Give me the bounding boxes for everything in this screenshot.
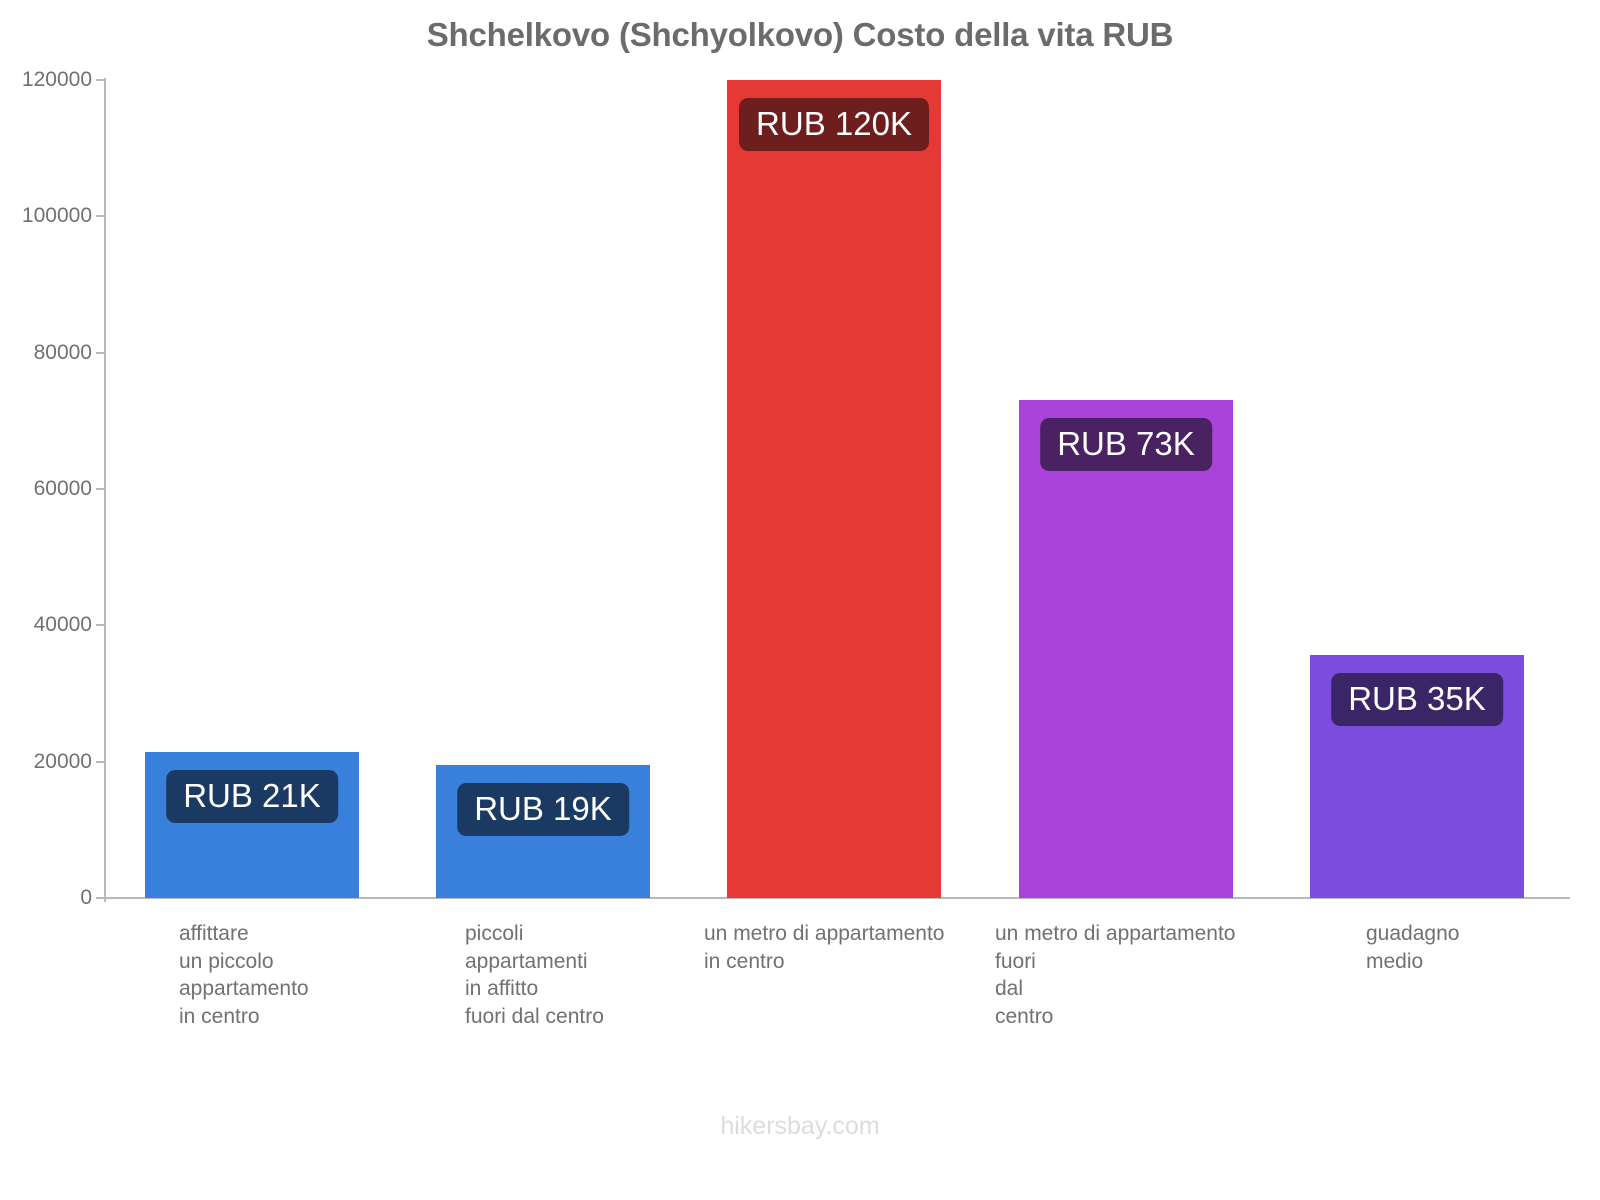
y-axis-tick-mark <box>96 351 104 354</box>
x-axis-line <box>104 897 1570 899</box>
y-axis-tick-label: 40000 <box>33 613 92 637</box>
x-axis-category-label: piccoli appartamenti in affitto fuori da… <box>465 922 604 1028</box>
bar-value-label: RUB 120K <box>739 98 929 151</box>
bar[interactable]: RUB 19K <box>436 765 650 898</box>
footer-watermark: hikersbay.com <box>720 1112 880 1140</box>
x-axis-category-label: un metro di appartamento in centro <box>704 922 945 973</box>
y-axis-tick-label: 120000 <box>21 68 92 91</box>
y-axis-tick-mark <box>96 79 104 81</box>
y-axis-line <box>104 78 106 902</box>
bar[interactable]: RUB 21K <box>145 752 359 898</box>
y-axis-tick-label: 20000 <box>33 749 92 773</box>
y-axis-tick-mark <box>96 624 104 627</box>
y-axis-tick-mark <box>96 897 104 899</box>
bar-value-label: RUB 73K <box>1040 418 1212 471</box>
y-axis-tick-label: 0 <box>80 886 92 909</box>
chart-title: Shchelkovo (Shchyolkovo) Costo della vit… <box>426 16 1174 53</box>
y-axis-tick-mark <box>96 488 104 490</box>
y-axis-tick-label: 100000 <box>21 204 92 228</box>
bar-value-label: RUB 21K <box>166 770 338 823</box>
bar-value-label: RUB 19K <box>457 783 629 836</box>
x-axis-category-label: affittare un piccolo appartamento in cen… <box>179 922 309 1028</box>
bar-value-label: RUB 35K <box>1331 673 1503 726</box>
x-axis-category-label: un metro di appartamento fuori dal centr… <box>995 922 1236 1028</box>
y-axis-tick-mark <box>96 215 104 218</box>
bar[interactable]: RUB 73K <box>1019 400 1233 898</box>
bar[interactable]: RUB 120K <box>727 80 941 898</box>
bar[interactable]: RUB 35K <box>1310 655 1524 898</box>
y-axis-tick-label: 60000 <box>33 477 92 500</box>
y-axis-tick-label: 80000 <box>33 340 92 364</box>
x-axis-category-label: guadagno medio <box>1366 922 1460 973</box>
y-axis-tick-mark <box>96 760 104 763</box>
